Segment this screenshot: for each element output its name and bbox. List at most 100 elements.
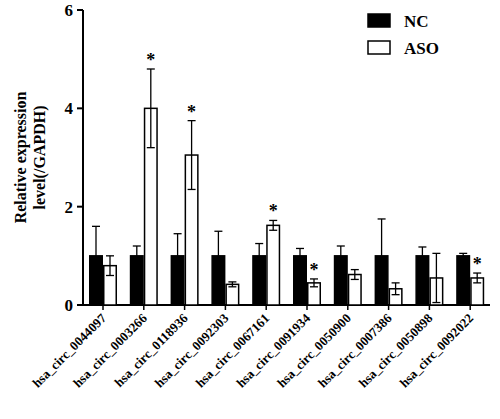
error-cap: [133, 245, 141, 246]
error-bar: [174, 234, 182, 278]
y-label-line: Relative expression: [12, 92, 30, 224]
x-tick: [102, 305, 104, 310]
significance: *: [473, 254, 482, 274]
error-cap: [459, 253, 467, 254]
y-axis: [82, 10, 84, 305]
error-bar: [228, 282, 236, 287]
x-tick: [184, 305, 186, 310]
error-cap: [174, 277, 182, 278]
x-tick-label: hsa_circ_0092303: [152, 310, 232, 390]
error-line: [273, 220, 274, 230]
error-line: [218, 231, 219, 280]
bar: [267, 225, 280, 305]
error-line: [354, 270, 355, 280]
error-cap: [351, 279, 359, 280]
error-line: [477, 273, 478, 283]
error-cap: [459, 258, 467, 259]
x-tick-label: hsa_circ_0091934: [233, 310, 313, 390]
x-tick-label: hsa_circ_0067161: [192, 311, 272, 391]
x-tick: [347, 305, 349, 310]
y-tick-label: 0: [65, 296, 74, 315]
error-line: [436, 253, 437, 302]
bar: [457, 256, 470, 305]
significance: *: [146, 50, 155, 70]
error-line: [259, 244, 260, 269]
significance: *: [187, 102, 196, 122]
legend: NCASO: [368, 12, 439, 58]
error-line: [232, 282, 233, 287]
significance: *: [310, 260, 319, 280]
error-cap: [337, 265, 345, 266]
error-line: [177, 234, 178, 278]
x-tick-label: hsa_circ_0044097: [29, 310, 109, 390]
y-tick: [77, 206, 83, 208]
y-tick-label: 6: [65, 1, 74, 20]
error-line: [150, 69, 151, 148]
error-cap: [106, 255, 114, 256]
error-line: [95, 226, 96, 285]
y-tick: [77, 9, 83, 11]
y-tick: [77, 107, 83, 109]
error-cap: [432, 302, 440, 303]
error-cap: [296, 248, 304, 249]
chart: 0 2 4 6 Relative expressionlevel(/GAPDH) * * * *…: [0, 0, 500, 419]
error-cap: [392, 294, 400, 295]
error-cap: [92, 285, 100, 286]
error-line: [381, 219, 382, 293]
error-cap: [147, 147, 155, 148]
x-tick: [306, 305, 308, 310]
error-cap: [174, 233, 182, 234]
error-cap: [432, 253, 440, 254]
error-bar: [255, 244, 263, 269]
x-tick: [225, 305, 227, 310]
error-bar: [214, 231, 222, 280]
error-cap: [351, 269, 359, 270]
plot-area: [90, 69, 484, 305]
error-bar: [378, 219, 386, 293]
x-tick-label: hsa_circ_0003266: [70, 310, 150, 390]
error-line: [109, 256, 110, 276]
error-bar: [418, 247, 426, 265]
x-tick: [388, 305, 390, 310]
error-bar: [459, 253, 467, 258]
legend-label: NC: [404, 12, 429, 31]
x-tick-label: hsa_circ_0118936: [111, 310, 191, 390]
error-bar: [147, 69, 155, 148]
y-tick-label: 4: [65, 99, 74, 118]
error-cap: [378, 292, 386, 293]
error-cap: [214, 280, 222, 281]
error-cap: [255, 267, 263, 268]
error-cap: [214, 231, 222, 232]
error-cap: [92, 226, 100, 227]
error-bar: [392, 283, 400, 295]
x-tick-label: hsa_circ_0007386: [315, 310, 395, 390]
error-cap: [337, 245, 345, 246]
error-cap: [228, 286, 236, 287]
x-tick-label: hsa_circ_0050898: [356, 310, 436, 390]
error-bar: [269, 220, 277, 230]
error-cap: [296, 263, 304, 264]
error-cap: [133, 265, 141, 266]
error-bar: [310, 279, 318, 287]
error-cap: [188, 189, 196, 190]
error-bar: [106, 256, 114, 276]
legend-swatch: [368, 14, 390, 27]
annotations: *****: [146, 50, 481, 280]
error-cap: [228, 281, 236, 282]
error-line: [191, 121, 192, 190]
y-tick-label: 2: [65, 198, 74, 217]
error-line: [299, 248, 300, 263]
error-line: [395, 283, 396, 295]
x-tick: [265, 305, 267, 310]
error-line: [422, 247, 423, 265]
bar: [226, 284, 239, 305]
error-bar: [133, 246, 141, 266]
error-bar: [432, 253, 440, 302]
y-label-line: level(/GAPDH): [31, 106, 49, 210]
x-tick: [143, 305, 145, 310]
error-bar: [296, 248, 304, 263]
error-bar: [337, 246, 345, 266]
bar: [349, 275, 362, 305]
error-cap: [473, 282, 481, 283]
error-bar: [92, 226, 100, 285]
